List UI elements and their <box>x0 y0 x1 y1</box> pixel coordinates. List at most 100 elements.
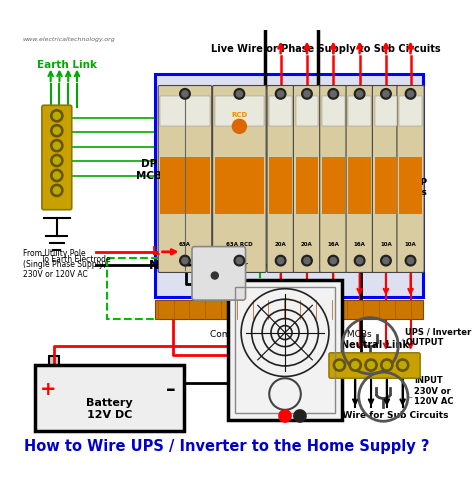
Circle shape <box>381 255 391 266</box>
Text: 20A: 20A <box>301 243 313 247</box>
Text: L: L <box>152 245 160 258</box>
Text: 20A: 20A <box>275 243 286 247</box>
Bar <box>49 356 59 367</box>
Text: +: + <box>40 380 56 399</box>
Text: 10A: 10A <box>380 243 392 247</box>
Bar <box>374 95 397 126</box>
Circle shape <box>383 361 391 369</box>
Circle shape <box>328 89 338 99</box>
Circle shape <box>278 258 284 263</box>
Circle shape <box>180 89 190 99</box>
Bar <box>296 95 319 126</box>
Circle shape <box>328 255 338 266</box>
Bar <box>322 95 345 126</box>
Bar <box>322 157 345 214</box>
Circle shape <box>51 169 63 182</box>
Bar <box>348 157 371 214</box>
FancyBboxPatch shape <box>373 86 400 272</box>
FancyBboxPatch shape <box>319 86 347 272</box>
Text: Earth Link: Earth Link <box>37 60 97 71</box>
Circle shape <box>180 255 190 266</box>
Circle shape <box>330 258 337 263</box>
Circle shape <box>302 89 312 99</box>
Text: Neutral Wire for Sub Circuits: Neutral Wire for Sub Circuits <box>301 411 448 420</box>
Text: How to Wire UPS / Inverter to the Home Supply ?: How to Wire UPS / Inverter to the Home S… <box>24 439 430 454</box>
Circle shape <box>367 361 374 369</box>
Text: INPUT
230V or
120V AC: INPUT 230V or 120V AC <box>414 376 454 406</box>
Circle shape <box>304 91 310 97</box>
Circle shape <box>232 119 246 133</box>
Circle shape <box>53 127 60 134</box>
Circle shape <box>275 89 286 99</box>
Circle shape <box>53 187 60 194</box>
FancyBboxPatch shape <box>42 105 72 210</box>
Text: From Distr: From Distr <box>208 261 247 269</box>
Bar <box>269 95 292 126</box>
Bar <box>160 157 210 214</box>
Circle shape <box>279 410 291 422</box>
FancyBboxPatch shape <box>213 86 266 272</box>
Text: Neutral Link: Neutral Link <box>340 339 409 350</box>
FancyBboxPatch shape <box>329 353 420 378</box>
Circle shape <box>396 359 409 371</box>
Circle shape <box>356 91 363 97</box>
Circle shape <box>405 89 416 99</box>
Circle shape <box>211 272 219 279</box>
Text: www.electricaltechnology.org: www.electricaltechnology.org <box>23 37 115 42</box>
Bar <box>374 157 397 214</box>
Text: 16A: 16A <box>328 243 339 247</box>
Text: DP
MCB: DP MCB <box>136 159 162 181</box>
Circle shape <box>51 110 63 122</box>
Circle shape <box>383 91 389 97</box>
Circle shape <box>355 89 365 99</box>
Circle shape <box>408 91 414 97</box>
Bar <box>399 95 422 126</box>
Text: Common Busbar Segment for MCBs: Common Busbar Segment for MCBs <box>210 330 372 339</box>
Bar <box>160 95 210 126</box>
Circle shape <box>237 258 243 263</box>
Bar <box>399 157 422 214</box>
FancyBboxPatch shape <box>192 246 246 300</box>
Circle shape <box>294 410 306 422</box>
Circle shape <box>330 91 337 97</box>
Circle shape <box>381 89 391 99</box>
Circle shape <box>381 359 393 371</box>
FancyBboxPatch shape <box>267 86 294 272</box>
Circle shape <box>383 258 389 263</box>
Text: 10A: 10A <box>405 243 417 247</box>
FancyBboxPatch shape <box>346 86 373 272</box>
Circle shape <box>51 139 63 152</box>
Circle shape <box>275 255 286 266</box>
Circle shape <box>234 255 245 266</box>
Bar <box>215 157 264 214</box>
FancyBboxPatch shape <box>228 280 342 420</box>
Circle shape <box>355 255 365 266</box>
Circle shape <box>182 258 188 263</box>
Bar <box>269 157 292 214</box>
Circle shape <box>182 91 188 97</box>
Circle shape <box>304 258 310 263</box>
Circle shape <box>349 359 361 371</box>
Circle shape <box>53 142 60 149</box>
Circle shape <box>408 258 414 263</box>
Circle shape <box>234 89 245 99</box>
Circle shape <box>278 91 284 97</box>
Text: 63A: 63A <box>179 243 191 247</box>
Circle shape <box>399 361 406 369</box>
Text: Battery
12V DC: Battery 12V DC <box>86 398 133 420</box>
Circle shape <box>333 359 346 371</box>
FancyBboxPatch shape <box>35 365 184 431</box>
Text: N: N <box>149 259 160 272</box>
Text: 16A: 16A <box>354 243 365 247</box>
FancyBboxPatch shape <box>155 74 423 298</box>
Text: UPS / Inverter
OUTPUT: UPS / Inverter OUTPUT <box>405 327 472 347</box>
Bar <box>155 300 423 319</box>
Bar <box>348 95 371 126</box>
Text: To Earth Electrode: To Earth Electrode <box>41 255 110 264</box>
Circle shape <box>356 258 363 263</box>
Circle shape <box>53 157 60 164</box>
Bar <box>296 157 319 214</box>
Circle shape <box>365 359 377 371</box>
Text: 63A RCD: 63A RCD <box>226 243 253 247</box>
Text: DP
MCBs: DP MCBs <box>399 178 427 197</box>
